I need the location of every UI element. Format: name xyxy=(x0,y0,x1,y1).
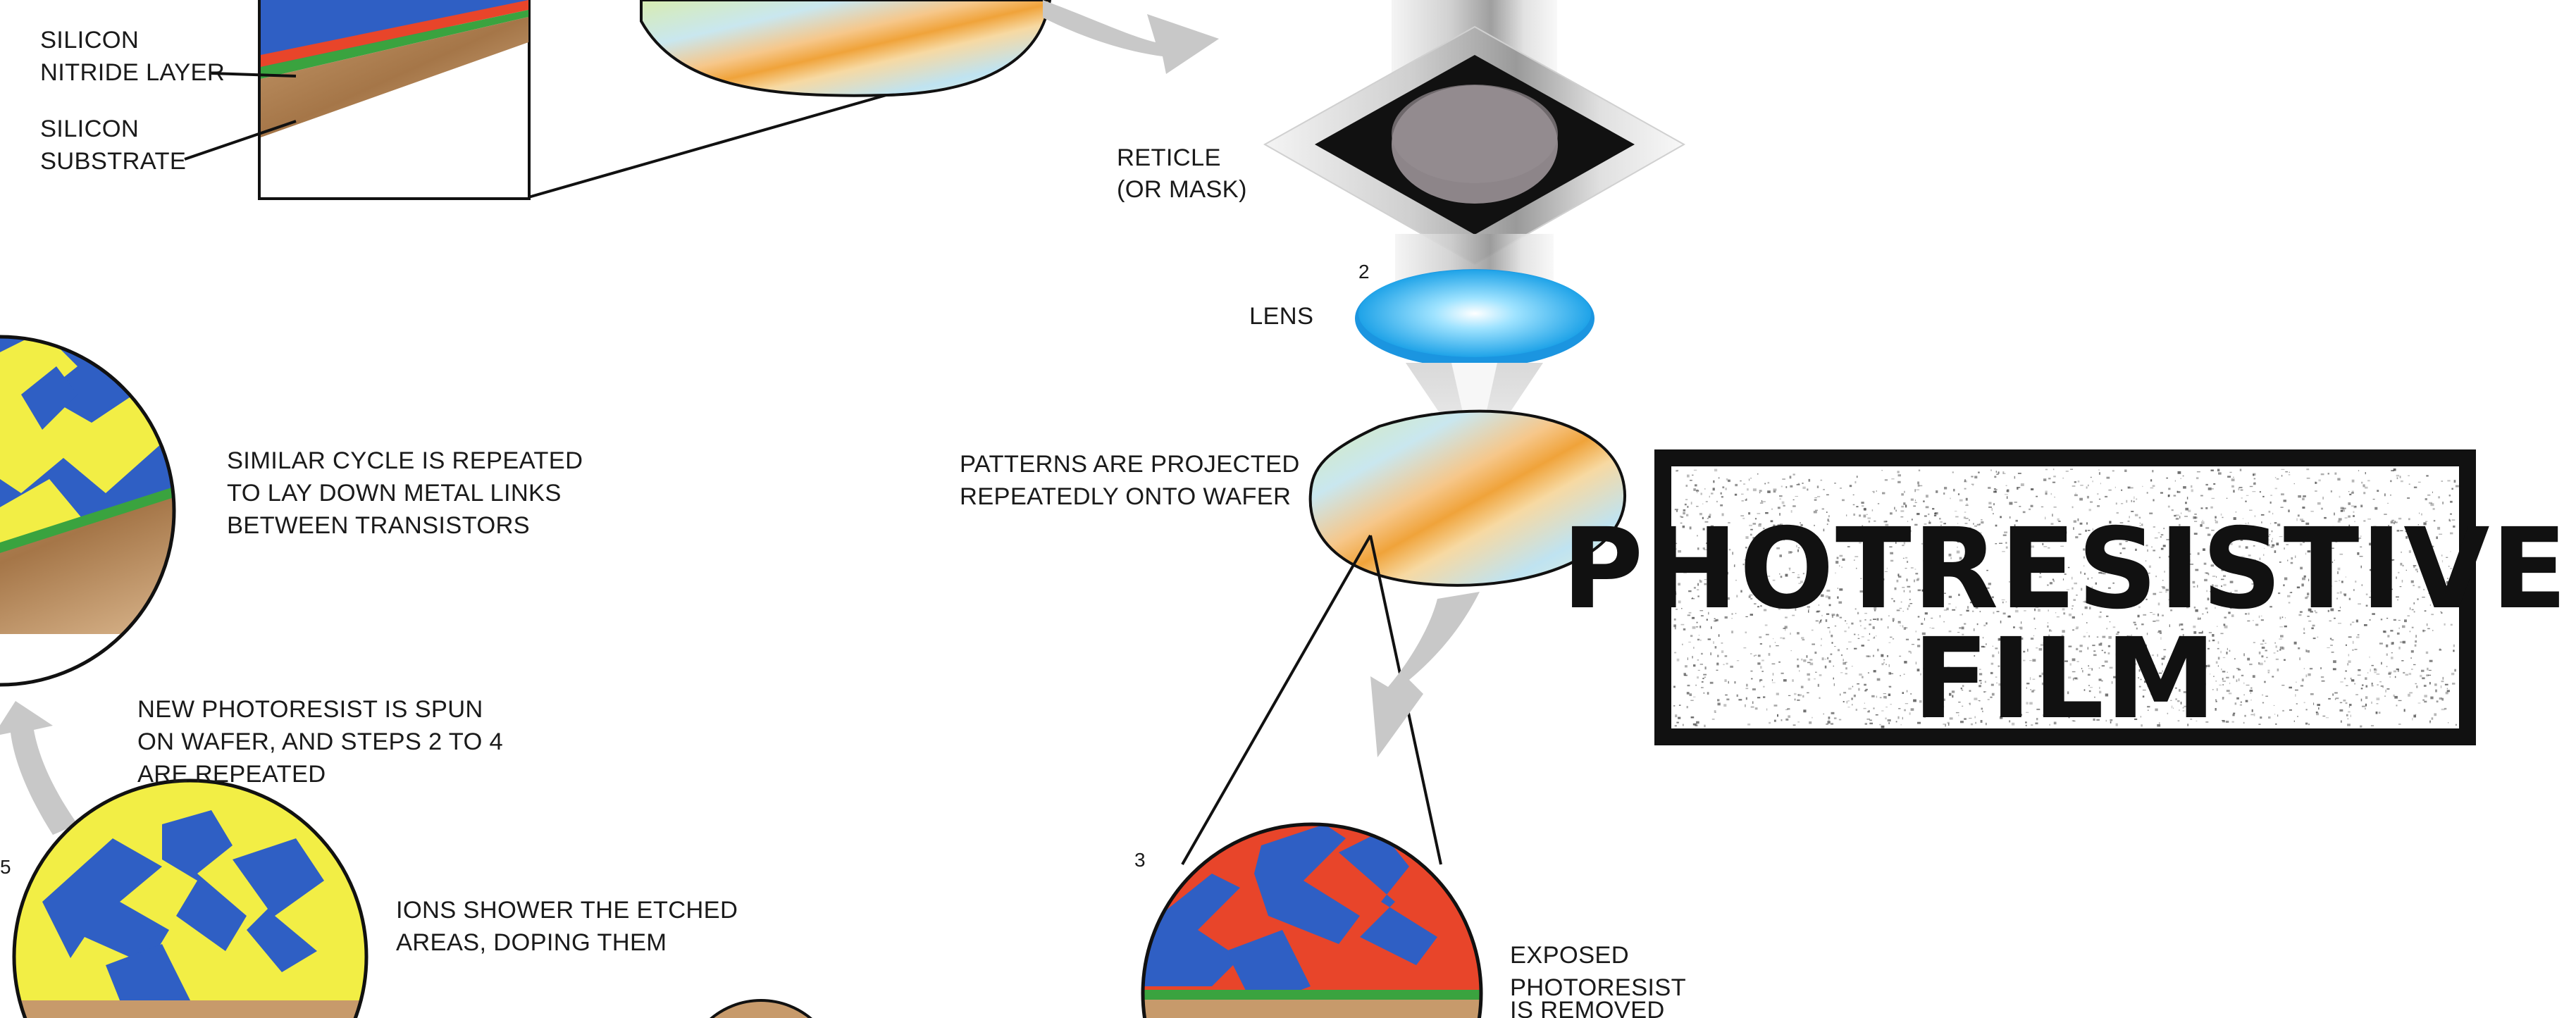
step-number-3: 3 xyxy=(1134,849,1146,871)
nitride-leader-line xyxy=(211,72,297,77)
label-newresist-1: NEW PHOTORESIST IS SPUN xyxy=(137,696,483,723)
metal-links-wafer xyxy=(0,335,176,687)
top-wafer xyxy=(640,0,1052,97)
label-silicon-nitride-1: SILICON xyxy=(40,27,139,54)
title-line-2: FILM xyxy=(1913,614,2218,744)
label-patterns-1: PATTERNS ARE PROJECTED xyxy=(960,451,1300,478)
title-line-1: PHOTRESISTIVE xyxy=(1562,504,2569,634)
title-box: PHOTRESISTIVE FILM xyxy=(1562,449,2569,745)
label-ions-2: AREAS, DOPING THEM xyxy=(396,929,667,956)
labels: SILICON NITRIDE LAYER SILICON SUBSTRATE … xyxy=(0,27,1686,1018)
label-silicon-substrate-2: SUBSTRATE xyxy=(40,148,186,175)
label-reticle-2: (OR MASK) xyxy=(1117,176,1247,203)
step-number-5: 5 xyxy=(0,856,11,878)
label-cycle-1: SIMILAR CYCLE IS REPEATED xyxy=(227,447,583,474)
label-reticle-1: RETICLE xyxy=(1117,144,1221,171)
step3-wafer xyxy=(1141,822,1483,1018)
label-exposed-3: IS REMOVED xyxy=(1510,997,1665,1018)
label-newresist-2: ON WAFER, AND STEPS 2 TO 4 xyxy=(137,728,503,755)
label-patterns-2: REPEATEDLY ONTO WAFER xyxy=(960,483,1291,510)
substrate-leader-line xyxy=(184,120,297,161)
arrow-repeat-cycle xyxy=(0,701,78,835)
light-column xyxy=(1263,0,1686,465)
projected-wafer xyxy=(1181,409,1627,865)
grunge-texture xyxy=(1673,468,2459,728)
step-number-2: 2 xyxy=(1358,261,1370,283)
label-cycle-2: TO LAY DOWN METAL LINKS xyxy=(227,480,562,507)
arrow-to-step3 xyxy=(1370,592,1480,757)
label-silicon-substrate-1: SILICON xyxy=(40,116,139,142)
wafer-layer-block xyxy=(258,0,924,200)
label-lens: LENS xyxy=(1249,303,1313,330)
label-cycle-3: BETWEEN TRANSISTORS xyxy=(227,512,530,539)
label-exposed-2: PHOTORESIST xyxy=(1510,974,1686,1001)
label-exposed-1: EXPOSED xyxy=(1510,942,1629,969)
arrow-to-reticle xyxy=(1043,0,1219,74)
label-silicon-nitride-2: NITRIDE LAYER xyxy=(40,59,225,86)
label-ions-1: IONS SHOWER THE ETCHED xyxy=(396,897,738,924)
label-newresist-3: ARE REPEATED xyxy=(137,761,326,788)
bottom-wafer xyxy=(710,999,812,1018)
